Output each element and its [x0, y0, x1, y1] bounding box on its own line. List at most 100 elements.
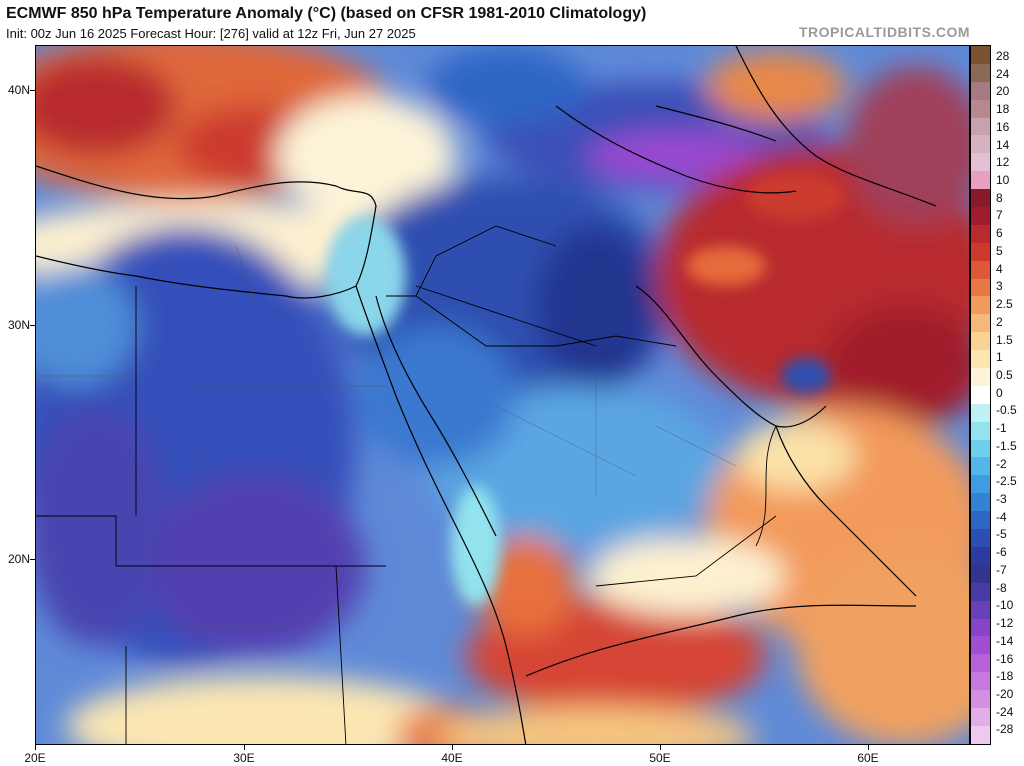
longitude-label: 20E — [24, 751, 46, 765]
legend-level-label: -7 — [996, 562, 1007, 577]
anomaly-field — [36, 46, 969, 744]
legend-level-label: 2.5 — [996, 297, 1013, 312]
legend-level-label: -28 — [996, 722, 1014, 737]
legend-level-label: 1.5 — [996, 332, 1013, 347]
legend-level-label: -0.5 — [996, 403, 1017, 418]
legend-level-label: -14 — [996, 633, 1014, 648]
latitude-tick — [30, 559, 35, 560]
legend-level-label: -3 — [996, 492, 1007, 507]
legend-level-label: 4 — [996, 261, 1003, 276]
legend-swatch — [971, 63, 990, 82]
legend-swatch — [971, 260, 990, 279]
legend-swatch — [971, 117, 990, 136]
legend-level-label: -1 — [996, 421, 1007, 436]
legend-level-label: -10 — [996, 598, 1014, 613]
legend-swatch — [971, 493, 990, 512]
legend-level-label: 28 — [996, 49, 1010, 63]
legend-level-label: -1.5 — [996, 438, 1017, 453]
legend-swatch — [971, 171, 990, 190]
legend-swatch — [971, 690, 990, 708]
legend-swatch — [971, 403, 990, 422]
longitude-tick — [244, 745, 245, 750]
legend-swatch — [971, 439, 990, 458]
anomaly-map — [35, 45, 970, 745]
legend-swatch — [971, 332, 990, 351]
site-watermark: TROPICALTIDBITS.COM — [798, 24, 970, 40]
legend-swatch — [971, 546, 990, 565]
legend-level-label: 2 — [996, 314, 1003, 329]
legend-level-label: -20 — [996, 686, 1014, 701]
latitude-label: 20N — [7, 552, 30, 566]
legend-swatch — [971, 224, 990, 243]
legend-swatch — [971, 600, 990, 619]
legend-level-label: -24 — [996, 704, 1014, 719]
legend-swatch — [971, 707, 990, 726]
legend-level-label: 20 — [996, 84, 1010, 99]
legend-swatch — [971, 725, 990, 744]
forecast-info: Init: 00z Jun 16 2025 Forecast Hour: [27… — [6, 26, 416, 41]
legend-swatch — [971, 654, 990, 673]
longitude-label: 40E — [441, 751, 463, 765]
legend-swatch — [971, 672, 990, 691]
latitude-tick — [30, 90, 35, 91]
legend-swatch — [971, 46, 990, 64]
legend-level-label: 6 — [996, 226, 1003, 241]
legend-level-label: 24 — [996, 66, 1010, 81]
longitude-label: 50E — [649, 751, 671, 765]
legend-level-label: -5 — [996, 527, 1007, 542]
legend-swatch — [971, 296, 990, 315]
legend-swatch — [971, 368, 990, 386]
legend-swatch — [971, 99, 990, 118]
legend-swatch — [971, 385, 990, 404]
legend-level-label: 12 — [996, 155, 1010, 170]
legend-swatch — [971, 153, 990, 172]
longitude-tick — [452, 745, 453, 750]
map-title: ECMWF 850 hPa Temperature Anomaly (°C) (… — [6, 5, 647, 22]
legend-level-label: -8 — [996, 580, 1007, 595]
latitude-label: 30N — [7, 318, 30, 332]
latitude-tick — [30, 325, 35, 326]
latitude-label: 40N — [7, 83, 30, 97]
color-scale-bar — [970, 45, 991, 745]
legend-level-label: -12 — [996, 616, 1014, 631]
legend-level-label: -18 — [996, 669, 1014, 684]
legend-level-label: 16 — [996, 119, 1010, 134]
legend-level-label: 18 — [996, 102, 1010, 117]
legend-swatch — [971, 529, 990, 547]
legend-level-label: -4 — [996, 509, 1007, 524]
legend-level-label: 0 — [996, 385, 1003, 400]
legend-swatch — [971, 564, 990, 583]
legend-level-label: 0.5 — [996, 367, 1013, 382]
legend-level-label: 7 — [996, 208, 1003, 223]
legend-level-label: -6 — [996, 545, 1007, 560]
legend-level-label: 8 — [996, 190, 1003, 205]
legend-swatch — [971, 421, 990, 440]
legend-swatch — [971, 81, 990, 100]
legend-level-label: 10 — [996, 173, 1010, 188]
legend-level-label: 5 — [996, 243, 1003, 258]
longitude-label: 60E — [857, 751, 879, 765]
legend-level-label: 3 — [996, 279, 1003, 294]
legend-level-label: -16 — [996, 651, 1014, 666]
legend-swatch — [971, 135, 990, 154]
legend-swatch — [971, 636, 990, 655]
legend-swatch — [971, 242, 990, 261]
legend-swatch — [971, 278, 990, 297]
legend-level-label: 1 — [996, 350, 1003, 365]
legend-swatch — [971, 457, 990, 476]
legend-swatch — [971, 350, 990, 369]
legend-swatch — [971, 207, 990, 225]
legend-swatch — [971, 618, 990, 637]
longitude-label: 30E — [233, 751, 255, 765]
legend-swatch — [971, 314, 990, 333]
legend-swatch — [971, 582, 990, 601]
legend-swatch — [971, 511, 990, 530]
longitude-tick — [868, 745, 869, 750]
legend-level-label: 14 — [996, 137, 1010, 152]
legend-swatch — [971, 189, 990, 208]
longitude-tick — [35, 745, 36, 750]
legend-swatch — [971, 475, 990, 494]
legend-level-label: -2.5 — [996, 474, 1017, 489]
longitude-tick — [660, 745, 661, 750]
legend-level-label: -2 — [996, 456, 1007, 471]
